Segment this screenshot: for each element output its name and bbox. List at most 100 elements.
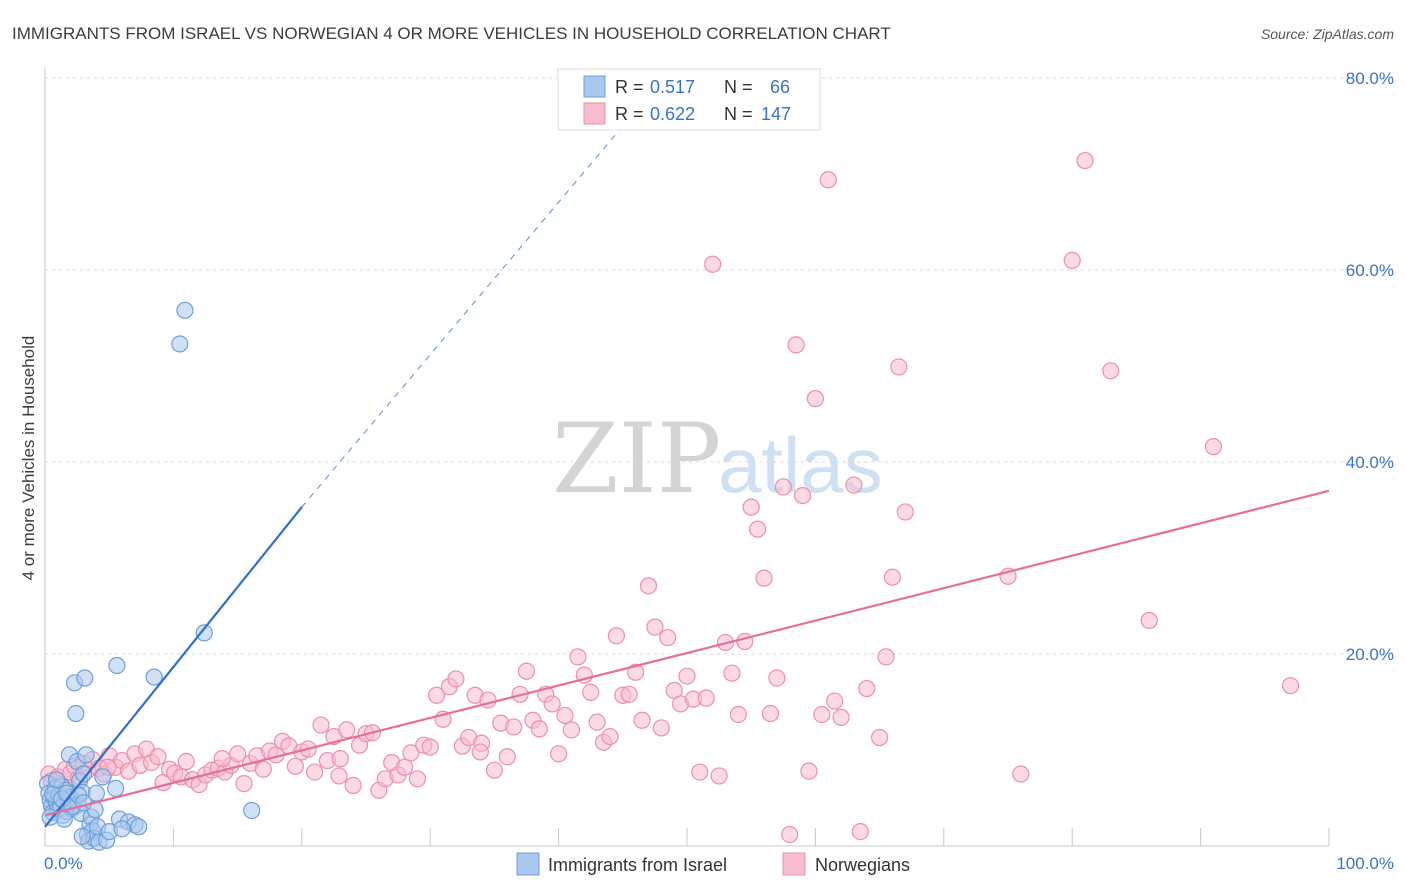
point-norwegians-101 <box>652 719 670 737</box>
point-norwegians-143 <box>1140 611 1158 630</box>
point-norwegians-122 <box>787 336 805 354</box>
point-norwegians-134 <box>877 648 895 666</box>
point-israel-51 <box>171 335 189 353</box>
point-israel-45 <box>108 656 126 675</box>
point-israel-53 <box>195 624 213 642</box>
point-norwegians-123 <box>793 487 812 505</box>
point-israel-52 <box>176 301 194 319</box>
legend-n-label-norwegians: N = <box>724 104 753 124</box>
point-norwegians-47 <box>306 763 324 781</box>
point-norwegians-86 <box>556 706 574 725</box>
legend-n-label-israel: N = <box>724 77 753 97</box>
point-norwegians-61 <box>395 758 414 776</box>
watermark: ZIP atlas <box>552 403 883 515</box>
legend-n-value-israel: 66 <box>770 77 790 97</box>
legend-n-value-norwegians: 147 <box>761 104 791 124</box>
axes <box>44 68 1330 847</box>
point-norwegians-22 <box>149 748 167 766</box>
point-israel-50 <box>145 668 163 686</box>
point-israel-44 <box>107 779 125 798</box>
y-tick-label-1: 40.0% <box>1346 453 1394 472</box>
point-israel-61 <box>47 771 66 789</box>
point-israel-49 <box>130 818 148 836</box>
point-norwegians-53 <box>344 776 362 795</box>
point-norwegians-96 <box>620 685 638 703</box>
point-norwegians-150 <box>471 743 489 761</box>
point-norwegians-142 <box>1102 362 1120 380</box>
legend-swatch-norwegians <box>583 102 606 125</box>
y-axis-label: 4 or more Vehicles in Household <box>19 336 38 581</box>
legend-swatch-israel <box>583 75 606 98</box>
point-norwegians-62 <box>402 744 420 762</box>
point-norwegians-51 <box>331 750 349 768</box>
point-norwegians-119 <box>768 669 786 687</box>
legend-r-label-israel: R = <box>615 77 644 97</box>
point-norwegians-99 <box>639 577 658 595</box>
chart-source: Source: ZipAtlas.com <box>1261 26 1394 42</box>
legend-bottom-label-norwegians: Norwegians <box>815 855 910 875</box>
gridlines <box>45 77 1392 655</box>
point-norwegians-87 <box>562 721 581 739</box>
point-norwegians-78 <box>505 718 523 736</box>
point-israel-65 <box>113 820 131 838</box>
point-norwegians-115 <box>742 498 760 516</box>
watermark-zip: ZIP <box>552 403 721 515</box>
point-norwegians-133 <box>870 728 889 747</box>
point-israel-30 <box>77 746 95 764</box>
point-norwegians-90 <box>582 683 600 702</box>
legend-bottom-label-israel: Immigrants from Israel <box>548 855 727 875</box>
point-norwegians-125 <box>806 390 825 408</box>
legend-r-value-israel: 0.517 <box>650 77 695 97</box>
point-israel-60 <box>74 794 93 812</box>
trend-lines <box>44 125 1330 828</box>
point-israel-41 <box>94 768 112 786</box>
point-norwegians-105 <box>678 667 696 685</box>
y-tick-labels: 20.0% 40.0% 60.0% 80.0% <box>1346 69 1394 664</box>
point-norwegians-140 <box>1063 251 1081 269</box>
legend-bottom-swatch-norwegians <box>782 852 806 876</box>
point-norwegians-85 <box>549 745 568 763</box>
point-norwegians-135 <box>883 568 902 586</box>
point-norwegians-84 <box>543 695 561 713</box>
point-norwegians-65 <box>421 738 439 756</box>
legend-top: R = 0.517 N = 66 R = 0.622 N = 147 <box>557 68 821 131</box>
point-israel-63 <box>73 827 91 846</box>
point-norwegians-131 <box>851 822 869 841</box>
point-norwegians-110 <box>710 767 728 785</box>
point-norwegians-107 <box>691 763 709 781</box>
legend-r-value-norwegians: 0.622 <box>650 104 695 124</box>
point-norwegians-118 <box>761 704 780 723</box>
point-norwegians-35 <box>229 745 247 763</box>
legend-bottom: Immigrants from Israel Norwegians <box>516 852 910 876</box>
point-norwegians-117 <box>755 569 773 587</box>
point-israel-29 <box>76 669 94 687</box>
y-tick-label-0: 20.0% <box>1346 645 1394 664</box>
point-norwegians-66 <box>428 686 446 704</box>
point-norwegians-126 <box>813 705 831 724</box>
legend-bottom-swatch-israel <box>516 852 540 876</box>
point-norwegians-75 <box>485 761 503 779</box>
point-norwegians-63 <box>408 770 426 788</box>
point-norwegians-100 <box>646 618 664 636</box>
point-norwegians-80 <box>517 662 536 680</box>
point-norwegians-97 <box>627 663 645 681</box>
point-norwegians-88 <box>569 648 587 666</box>
point-norwegians-48 <box>312 716 330 734</box>
point-israel-54 <box>243 801 261 820</box>
point-israel-62 <box>55 810 73 828</box>
point-norwegians-141 <box>1076 151 1094 170</box>
trend-line-norwegians <box>44 489 1330 817</box>
point-norwegians-130 <box>845 476 863 494</box>
x-tick-label-0: 0.0% <box>44 854 83 873</box>
point-norwegians-39 <box>254 760 272 778</box>
point-norwegians-112 <box>723 664 741 682</box>
point-norwegians-124 <box>800 762 818 780</box>
point-norwegians-27 <box>177 752 195 771</box>
point-norwegians-128 <box>826 692 844 710</box>
point-norwegians-98 <box>633 711 651 729</box>
point-norwegians-148 <box>213 750 231 768</box>
point-norwegians-109 <box>704 255 722 273</box>
point-norwegians-77 <box>498 748 516 766</box>
